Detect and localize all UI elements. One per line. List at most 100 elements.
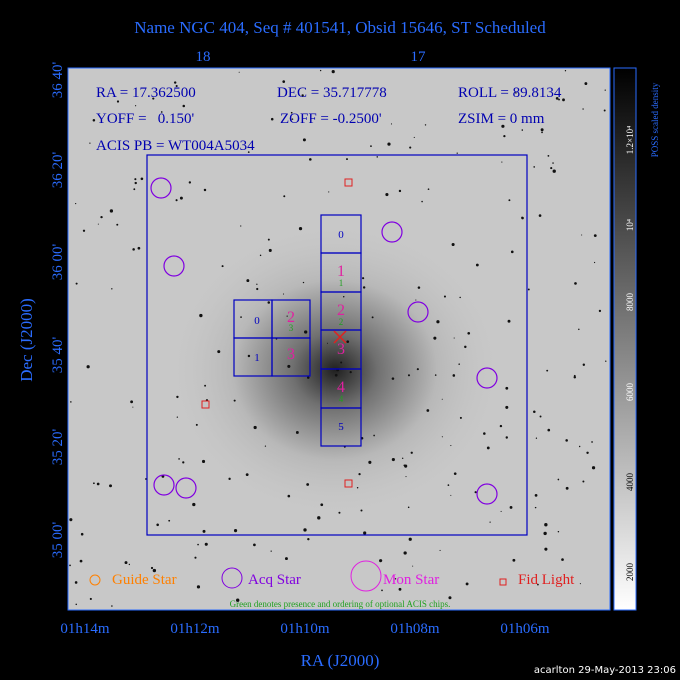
star <box>267 301 271 304</box>
star <box>168 519 171 522</box>
star <box>474 491 477 494</box>
star <box>441 436 443 438</box>
star <box>401 457 404 459</box>
star <box>176 395 179 399</box>
aimpoint <box>333 330 347 344</box>
star <box>295 431 299 434</box>
star <box>452 374 456 377</box>
star <box>379 559 383 563</box>
star <box>538 214 542 217</box>
star <box>326 342 328 344</box>
top-tick: 18 <box>196 49 211 65</box>
star <box>140 177 144 181</box>
star <box>512 558 516 562</box>
star <box>152 568 157 573</box>
star <box>562 98 565 102</box>
star <box>111 288 113 290</box>
star <box>127 115 129 117</box>
star <box>373 434 375 437</box>
star <box>256 287 259 291</box>
star <box>433 336 437 340</box>
star <box>427 188 430 190</box>
star <box>510 250 514 254</box>
star <box>246 279 250 283</box>
star <box>309 158 312 161</box>
x-tick-label: 01h06m <box>500 621 550 637</box>
chip <box>320 407 362 447</box>
star <box>381 589 383 592</box>
star <box>509 506 513 509</box>
star <box>593 234 597 237</box>
star <box>196 585 201 589</box>
star <box>363 531 367 535</box>
star <box>334 373 338 377</box>
star <box>371 316 374 319</box>
star <box>109 209 114 213</box>
star <box>441 398 443 400</box>
star <box>413 136 415 139</box>
star <box>450 494 452 496</box>
star <box>240 316 242 318</box>
star <box>557 478 560 481</box>
header-text: ZSIM = 0 mm <box>458 111 545 127</box>
star <box>533 166 536 168</box>
header-text: YOFF = 0.150' <box>96 111 195 127</box>
star <box>558 98 560 101</box>
star <box>270 117 274 121</box>
star <box>69 564 71 567</box>
y-axis-label: Dec (J2000) <box>17 298 36 382</box>
bottom-axis: 01h14m 01h12m 01h10m 01h08m 01h06m RA (J… <box>60 621 550 670</box>
chip-label: 0 <box>338 229 344 241</box>
star <box>238 71 240 73</box>
star <box>338 511 341 514</box>
star <box>362 286 366 289</box>
star <box>75 603 77 606</box>
star <box>176 416 179 418</box>
chip-label: 4 <box>337 379 345 396</box>
top-tick: 17 <box>411 49 427 65</box>
fid-lights <box>201 178 353 488</box>
star <box>533 410 536 413</box>
star <box>555 97 559 100</box>
star <box>152 97 155 100</box>
legend: Guide Star Acq Star Mon Star Fid Light G… <box>89 560 575 609</box>
star <box>376 156 378 158</box>
star <box>282 80 286 83</box>
star <box>398 189 402 193</box>
star <box>508 199 511 202</box>
footer: acarlton 29-May-2013 23:06 <box>534 665 676 676</box>
star <box>515 92 517 94</box>
star <box>410 451 413 454</box>
chip-label: 1 <box>254 352 260 364</box>
star <box>408 537 412 541</box>
star <box>534 493 538 497</box>
star <box>75 282 78 285</box>
star <box>89 142 91 144</box>
star <box>228 477 231 481</box>
star <box>79 559 83 563</box>
star <box>290 111 293 114</box>
star <box>439 549 441 551</box>
star <box>543 531 547 536</box>
legend-label: Mon Star <box>383 572 439 588</box>
star <box>92 119 96 122</box>
star <box>287 364 291 368</box>
star <box>500 510 502 512</box>
legend-marker <box>221 567 243 589</box>
star <box>247 151 250 153</box>
star <box>426 409 430 412</box>
star <box>236 598 240 602</box>
star <box>605 360 607 362</box>
legend-label: Acq Star <box>248 572 301 588</box>
star <box>116 100 120 103</box>
star <box>450 444 452 447</box>
star <box>173 81 177 84</box>
star <box>307 537 310 541</box>
header-text: RA = 17.362500 <box>96 85 196 101</box>
star <box>109 484 113 488</box>
title: Name NGC 404, Seq # 401541, Obsid 15646,… <box>134 18 546 37</box>
acq-stars <box>150 177 498 505</box>
star <box>486 446 490 450</box>
star <box>483 432 486 435</box>
